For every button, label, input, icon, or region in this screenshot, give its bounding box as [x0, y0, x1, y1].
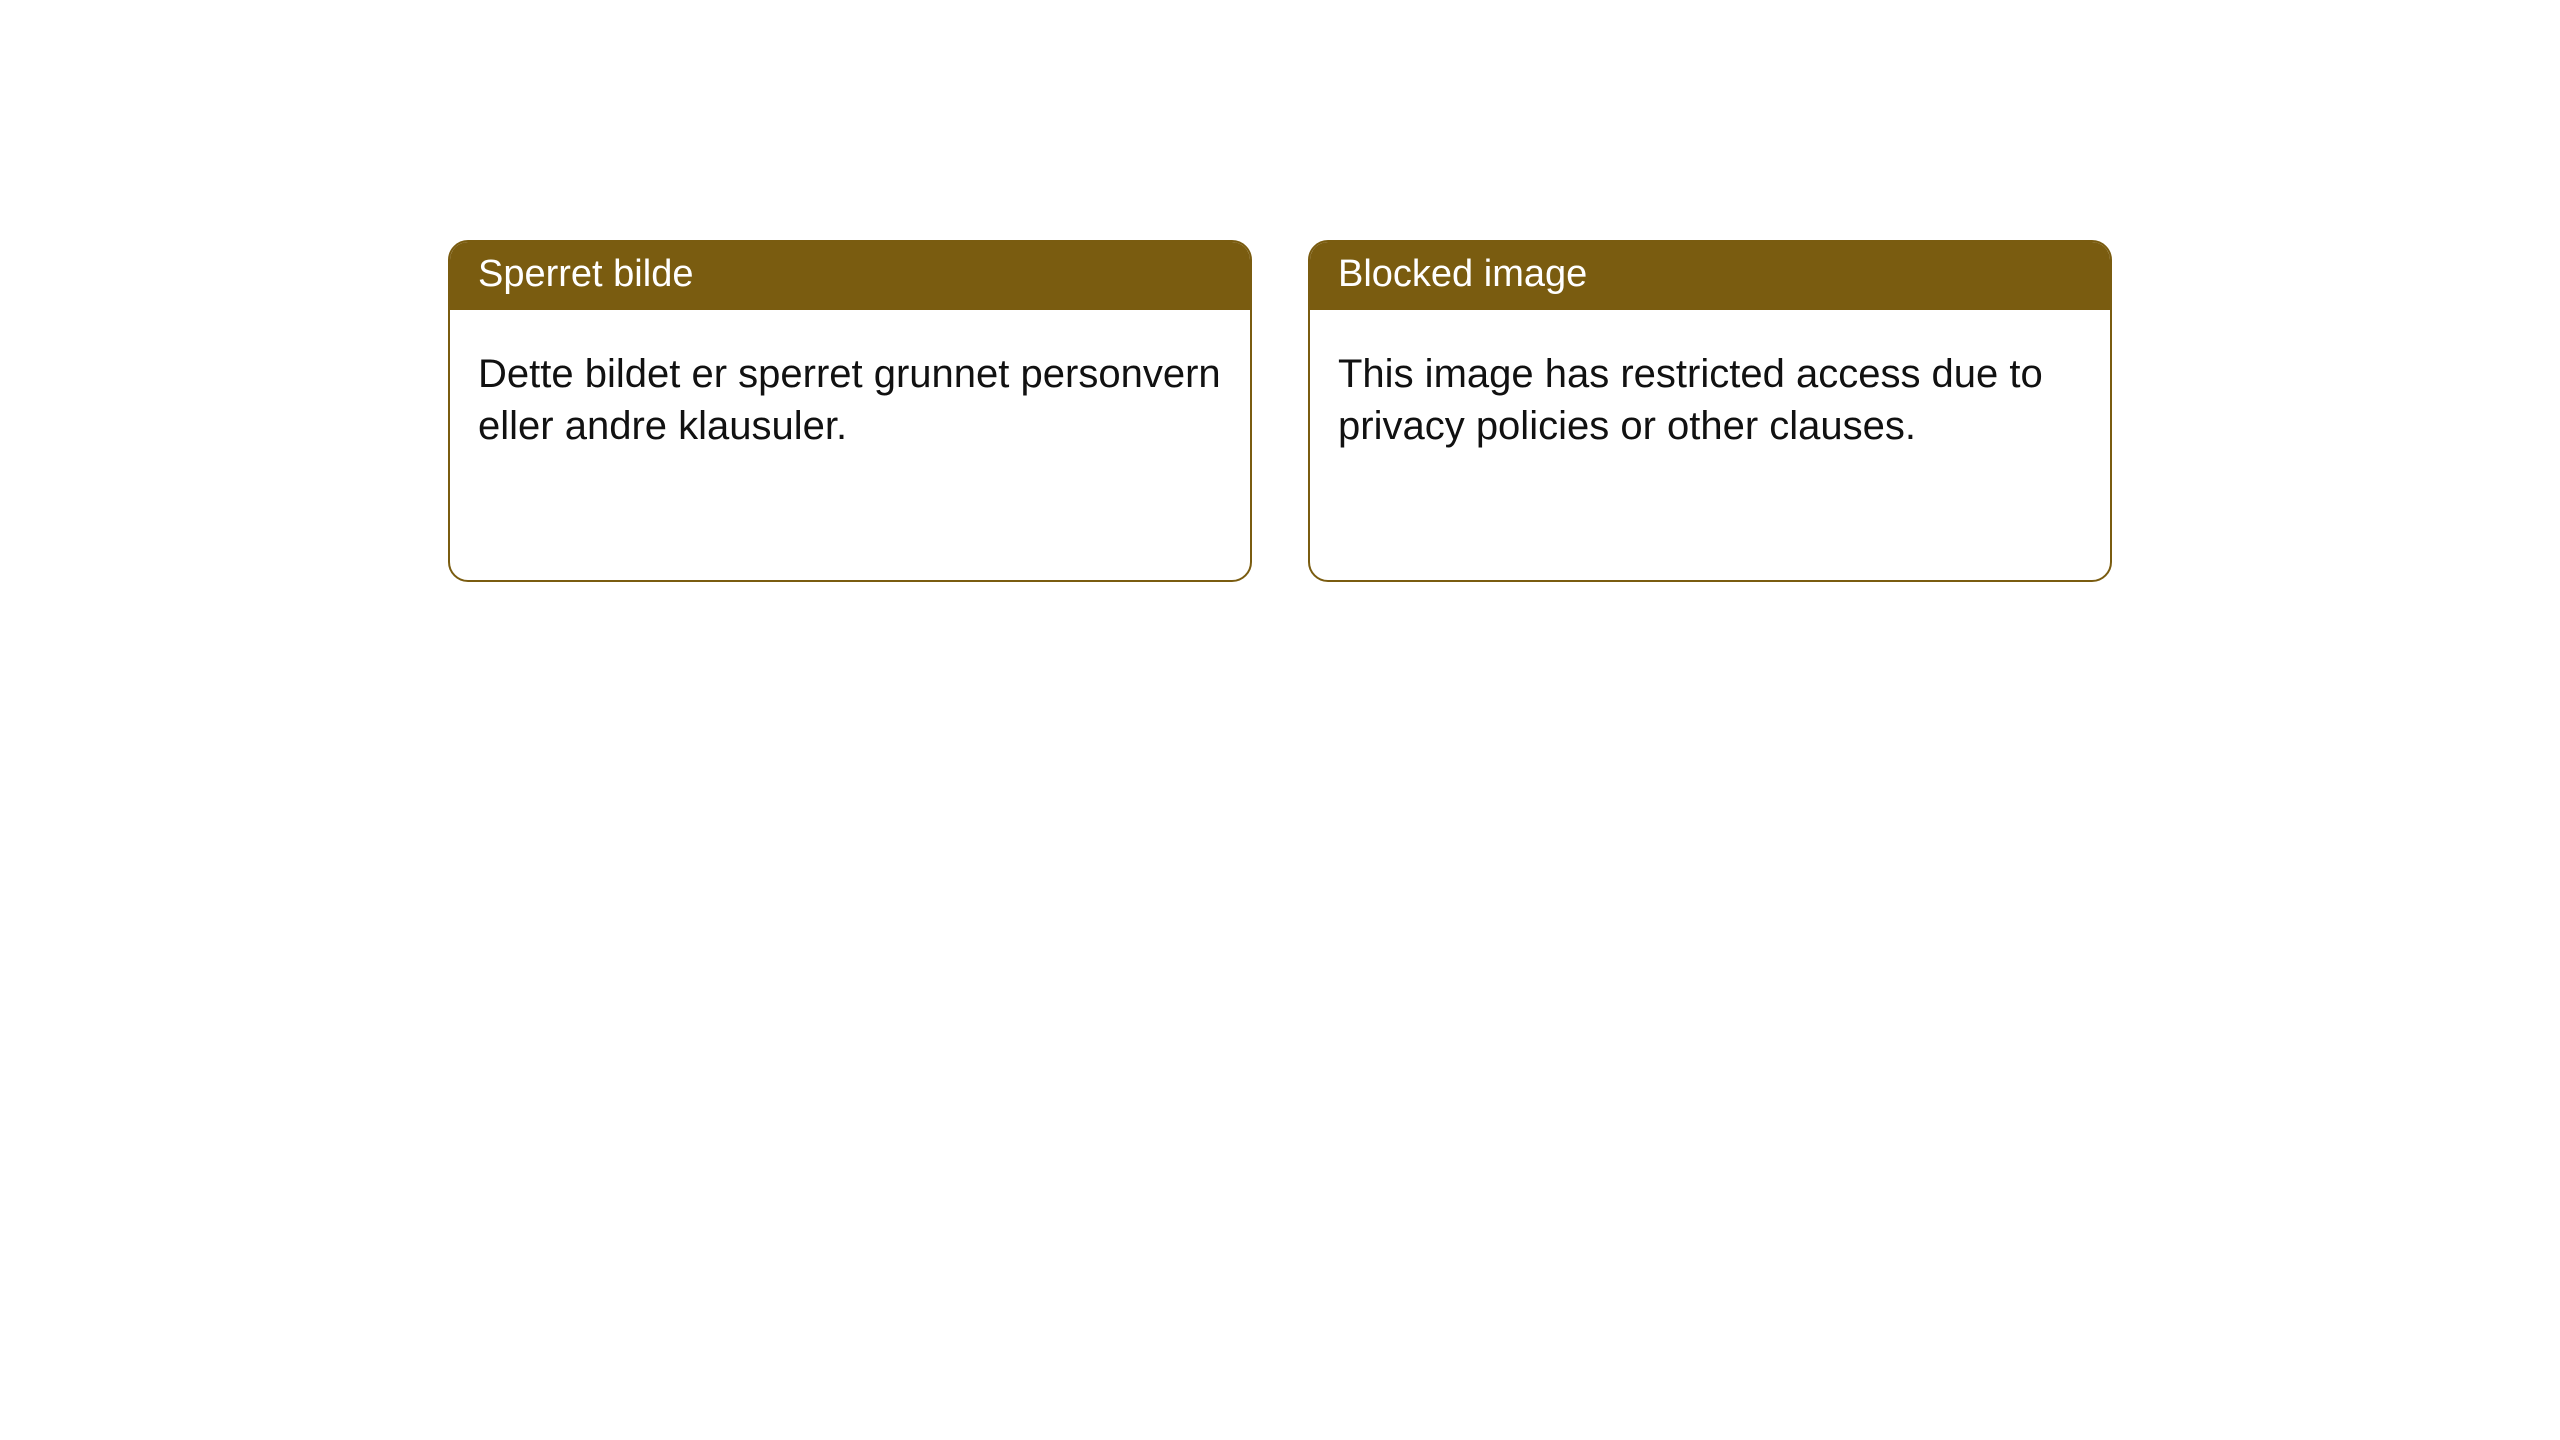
- notice-body-english: This image has restricted access due to …: [1310, 310, 2110, 580]
- notice-title-english: Blocked image: [1310, 242, 2110, 310]
- notice-body-norwegian: Dette bildet er sperret grunnet personve…: [450, 310, 1250, 580]
- notice-title-norwegian: Sperret bilde: [450, 242, 1250, 310]
- notice-card-english: Blocked image This image has restricted …: [1308, 240, 2112, 582]
- notice-card-norwegian: Sperret bilde Dette bildet er sperret gr…: [448, 240, 1252, 582]
- notice-container: Sperret bilde Dette bildet er sperret gr…: [0, 0, 2560, 582]
